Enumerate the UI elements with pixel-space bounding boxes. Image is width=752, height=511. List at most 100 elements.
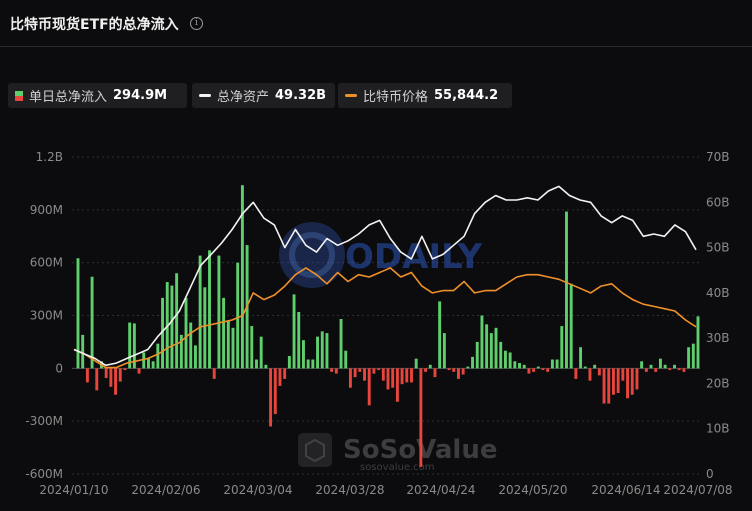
flow-bar: [555, 359, 559, 369]
flow-bar: [175, 273, 179, 369]
flow-bar: [222, 297, 226, 369]
legend-label: 总净资产: [217, 90, 270, 105]
info-circle-icon[interactable]: i: [190, 17, 203, 30]
flow-bar: [240, 185, 244, 369]
flow-bar: [400, 368, 404, 385]
flow-bar: [588, 368, 592, 381]
y-left-tick-label: -300M: [25, 414, 63, 428]
flow-bar: [161, 297, 164, 369]
flow-bar: [626, 368, 629, 399]
flow-bar: [381, 368, 385, 381]
flow-bar: [503, 350, 507, 369]
flow-bar: [593, 364, 597, 369]
legend-item-btc-price[interactable]: 比特币价格 55,844.2: [338, 83, 512, 108]
flow-bar: [217, 255, 221, 369]
flow-bar: [142, 352, 146, 369]
x-tick-label: 2024/03/28: [315, 483, 384, 497]
flow-bar: [90, 276, 94, 369]
flow-bar: [348, 368, 352, 388]
flow-bar: [128, 322, 132, 369]
flow-bar: [457, 368, 460, 379]
flow-bar: [283, 368, 287, 379]
flow-bar: [193, 345, 197, 369]
sosovalue-watermark: SoSoValue sosovalue.com: [298, 433, 497, 473]
flow-bar: [358, 368, 362, 372]
flow-bar: [302, 340, 305, 369]
flow-bar: [391, 368, 395, 388]
y-right-tick-label: 60B: [706, 195, 730, 209]
flow-bar: [250, 326, 254, 369]
flow-bar: [320, 331, 324, 369]
flow-bar: [658, 358, 662, 369]
flow-bar: [687, 347, 691, 369]
legend-value: 49.32B: [275, 88, 327, 103]
flow-bar: [574, 368, 578, 379]
flow-bar: [569, 283, 573, 369]
flow-bar: [677, 368, 681, 371]
flow-bar: [612, 368, 615, 395]
flow-bar: [316, 336, 319, 369]
flow-bar: [353, 368, 357, 378]
flow-bar: [518, 363, 521, 369]
flow-bar: [461, 368, 465, 375]
flow-bar: [208, 250, 211, 369]
flow-bar: [363, 368, 366, 381]
y-right-tick-label: 40B: [706, 286, 730, 300]
flow-bar: [635, 368, 639, 390]
flow-bar: [132, 323, 136, 369]
flow-bar: [85, 368, 89, 383]
flow-bar: [95, 368, 99, 391]
flow-bar: [508, 352, 512, 369]
y-left-tick-label: -600M: [25, 467, 63, 481]
svg-text:sosovalue.com: sosovalue.com: [360, 462, 435, 473]
flow-bar: [137, 368, 141, 374]
flow-bar: [447, 368, 451, 371]
flow-bar: [489, 333, 493, 369]
flow-bar: [287, 356, 291, 369]
flow-bar: [640, 361, 644, 369]
flow-bar: [424, 368, 428, 372]
flow-bar: [527, 368, 531, 374]
flow-bar: [339, 319, 343, 369]
flow-bar: [255, 359, 258, 369]
flow-bar: [212, 368, 216, 379]
flow-bar: [123, 368, 127, 371]
flow-bar: [170, 285, 174, 369]
flow-bar: [386, 368, 390, 390]
legend-value: 55,844.2: [434, 88, 499, 103]
flow-bar: [433, 368, 437, 378]
flow-bar: [325, 333, 329, 369]
flow-bar: [198, 255, 202, 369]
net-assets-line: [73, 185, 697, 367]
flow-bar: [76, 258, 80, 369]
flow-bar: [278, 368, 282, 386]
flow-bar: [104, 368, 108, 379]
flow-bar: [522, 364, 526, 369]
flow-bar: [414, 358, 418, 369]
flow-bar: [546, 368, 550, 372]
legend-item-daily-flow[interactable]: 单日总净流入 294.9M: [8, 83, 187, 108]
legend-label: 单日总净流入: [29, 90, 108, 105]
flow-bar: [541, 368, 545, 371]
chart-header: 比特币现货ETF的总净流入 i: [0, 0, 752, 47]
flow-bar: [442, 333, 446, 369]
flow-bar: [696, 316, 700, 369]
flow-bar: [273, 368, 277, 415]
flow-bar: [264, 364, 268, 369]
flow-bar: [466, 366, 470, 369]
flow-bar: [428, 364, 432, 369]
flow-bar: [649, 364, 653, 369]
flow-bar: [311, 359, 315, 369]
flow-bar: [114, 368, 118, 395]
flow-bar: [165, 282, 169, 369]
y-left-tick-label: 300M: [30, 309, 63, 323]
flow-bar: [532, 368, 536, 372]
flow-bar: [673, 364, 676, 369]
x-tick-label: 2024/05/20: [498, 483, 567, 497]
flow-bar: [151, 361, 155, 369]
legend-item-net-assets[interactable]: 总净资产 49.32B: [192, 83, 335, 108]
x-tick-label: 2024/04/24: [406, 483, 475, 497]
flow-bar: [663, 364, 667, 369]
flow-bar: [602, 368, 606, 404]
